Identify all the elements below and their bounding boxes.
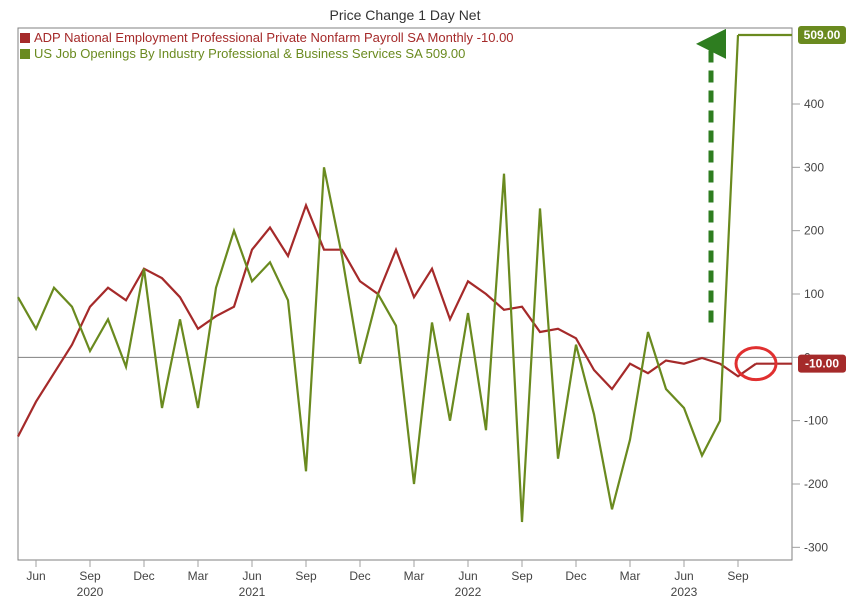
legend-text-jolts: US Job Openings By Industry Professional… [34, 46, 465, 61]
year-label: 2022 [455, 585, 482, 599]
ytick-label: -200 [804, 477, 828, 491]
xtick-label: Mar [404, 569, 425, 583]
year-label: 2020 [77, 585, 104, 599]
xtick-label: Sep [79, 569, 101, 583]
xtick-label: Jun [674, 569, 693, 583]
ytick-label: -300 [804, 540, 828, 554]
xtick-label: Mar [188, 569, 209, 583]
series-jolts [18, 35, 738, 522]
chart-title: Price Change 1 Day Net [330, 7, 481, 23]
xtick-label: Jun [242, 569, 261, 583]
year-label: 2021 [239, 585, 266, 599]
year-label: 2023 [671, 585, 698, 599]
xtick-label: Dec [565, 569, 586, 583]
xtick-label: Sep [295, 569, 317, 583]
ytick-label: 400 [804, 97, 824, 111]
xtick-label: Jun [26, 569, 45, 583]
legend-swatch-adp [20, 33, 30, 43]
ytick-label: 100 [804, 287, 824, 301]
legend-swatch-jolts [20, 49, 30, 59]
badge-adp-text: -10.00 [805, 357, 839, 371]
ytick-label: -100 [804, 414, 828, 428]
xtick-label: Mar [620, 569, 641, 583]
xtick-label: Dec [133, 569, 154, 583]
badge-jolts-text: 509.00 [804, 28, 841, 42]
xtick-label: Sep [727, 569, 749, 583]
xtick-label: Jun [458, 569, 477, 583]
price-change-chart: -300-200-1000100200300400JunSepDecMarJun… [0, 0, 848, 602]
series-adp [18, 205, 756, 436]
ytick-label: 200 [804, 224, 824, 238]
ytick-label: 300 [804, 160, 824, 174]
xtick-label: Dec [349, 569, 370, 583]
plot-area [18, 28, 792, 560]
xtick-label: Sep [511, 569, 533, 583]
legend-text-adp: ADP National Employment Professional Pri… [34, 30, 514, 45]
